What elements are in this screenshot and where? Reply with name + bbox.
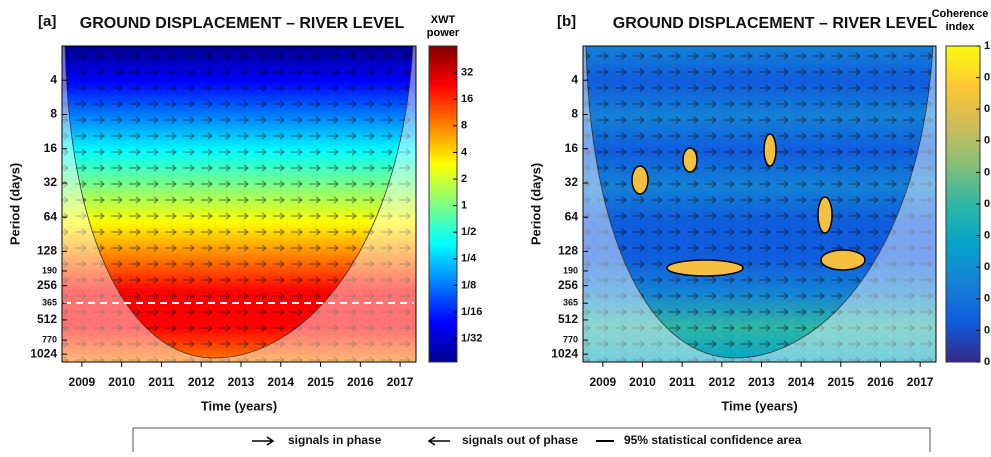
y-tick-label: 365 — [42, 298, 57, 308]
y-tick-label: 770 — [563, 334, 578, 344]
coherence-region — [666, 259, 744, 277]
colorbar-tick-label: 4 — [461, 146, 468, 158]
y-tick-label: 128 — [37, 244, 57, 258]
y-tick-label: 16 — [44, 141, 58, 155]
heatmap-decor — [61, 45, 937, 363]
legend-label: 95% statistical confidence area — [624, 433, 802, 447]
colorbar-tick-label: 1/2 — [461, 226, 476, 238]
x-tick-label: 2013 — [228, 375, 255, 389]
chart-title: GROUND DISPLACEMENT – RIVER LEVEL — [613, 15, 938, 32]
plot-frame — [582, 45, 937, 363]
x-tick-label: 2011 — [148, 375, 174, 389]
colorbar-tick-label: 0.7 — [984, 135, 991, 147]
legend-box — [132, 427, 931, 457]
x-tick-label: 2011 — [669, 375, 695, 389]
coherence-region — [820, 249, 866, 271]
colorbar-tick-label: 0.6 — [984, 166, 991, 178]
colorbar-tick-label: 1 — [984, 40, 990, 52]
colorbar-tick-label: 0.3 — [984, 261, 991, 273]
legend-label: signals out of phase — [462, 433, 578, 447]
colorbar-tick-label: 1/4 — [461, 253, 477, 265]
colorbar-tick-label: 1 — [461, 200, 467, 212]
panel-label: [b] — [557, 13, 576, 30]
x-tick-label: 2009 — [69, 375, 96, 389]
colorbar-tick-label: 8 — [461, 120, 467, 132]
coherence-region — [817, 196, 833, 234]
chart-title: GROUND DISPLACEMENT – RIVER LEVEL — [80, 15, 405, 32]
legend-arrow — [252, 436, 275, 446]
colorbar-tick-label: 16 — [461, 93, 473, 105]
x-tick-label: 2015 — [827, 375, 854, 389]
colorbar-tick-label: 1/32 — [461, 333, 482, 345]
y-tick-label: 365 — [563, 298, 578, 308]
colorbar-tick-label: 0.1 — [984, 324, 991, 336]
x-tick-label: 2012 — [188, 375, 215, 389]
x-axis-label: Time (years) — [721, 398, 797, 413]
coherence-region — [682, 147, 698, 173]
colorbar-tick-label: 0.4 — [984, 230, 991, 242]
colorbar-label: XWT power — [426, 14, 460, 39]
colorbar — [428, 45, 458, 363]
y-tick-label: 256 — [558, 278, 578, 292]
y-tick-label: 190 — [42, 265, 57, 275]
panel-label: [a] — [38, 13, 56, 30]
y-tick-label: 64 — [44, 209, 58, 223]
y-tick-label: 770 — [42, 334, 57, 344]
colorbar-tick-label: 1/8 — [461, 279, 476, 291]
phase-arrows — [583, 46, 936, 362]
legend-label: signals in phase — [288, 433, 382, 447]
phase-arrows — [62, 46, 416, 362]
y-axis-label: Period (days) — [7, 163, 22, 245]
y-tick-label: 32 — [44, 175, 58, 189]
colorbar-tick-label: 0.5 — [984, 198, 991, 210]
y-tick-label: 32 — [565, 175, 579, 189]
x-tick-label: 2013 — [748, 375, 775, 389]
colorbar-tick-label: 32 — [461, 67, 473, 79]
y-tick-label: 128 — [558, 244, 578, 258]
coherence-region — [631, 165, 649, 195]
coherence-region — [763, 133, 777, 167]
y-tick-label: 512 — [37, 312, 57, 326]
y-tick-label: 16 — [565, 141, 579, 155]
colorbar-tick-label: 0.8 — [984, 103, 991, 115]
y-axis-label: Period (days) — [528, 163, 543, 245]
y-tick-label: 1024 — [30, 346, 57, 360]
y-tick-label: 4 — [571, 72, 578, 86]
x-tick-label: 2016 — [347, 375, 374, 389]
y-tick-label: 256 — [37, 278, 57, 292]
colorbar-tick-label: 2 — [461, 173, 467, 185]
y-tick-label: 64 — [565, 209, 579, 223]
y-tick-label: 190 — [563, 265, 578, 275]
x-tick-label: 2009 — [589, 375, 616, 389]
x-tick-label: 2010 — [108, 375, 135, 389]
x-axis-label: Time (years) — [201, 398, 277, 413]
x-tick-label: 2010 — [629, 375, 656, 389]
x-tick-label: 2012 — [708, 375, 735, 389]
legend-arrow — [427, 436, 450, 446]
x-tick-label: 2015 — [307, 375, 334, 389]
y-tick-label: 1024 — [551, 346, 578, 360]
x-tick-label: 2016 — [867, 375, 894, 389]
x-tick-label: 2014 — [788, 375, 815, 389]
colorbar-tick-label: 0.9 — [984, 72, 991, 84]
x-tick-label: 2014 — [267, 375, 294, 389]
y-tick-label: 8 — [571, 107, 578, 121]
y-tick-label: 512 — [558, 312, 578, 326]
x-tick-label: 2017 — [907, 375, 934, 389]
colorbar — [945, 45, 981, 363]
colorbar-tick-label: 1/16 — [461, 306, 482, 318]
colorbar-tick-label: 0 — [984, 356, 990, 368]
y-tick-label: 8 — [50, 107, 57, 121]
plot-frame — [61, 45, 417, 363]
y-tick-label: 4 — [50, 72, 57, 86]
colorbar-tick-label: 0.2 — [984, 293, 991, 305]
x-tick-label: 2017 — [387, 375, 414, 389]
colorbar-label: Coherence index — [931, 8, 989, 33]
